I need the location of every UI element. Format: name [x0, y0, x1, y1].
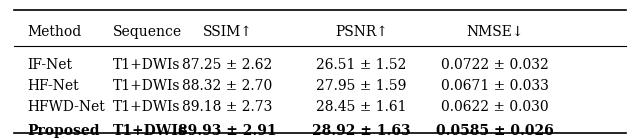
Text: Proposed: Proposed	[27, 124, 99, 138]
Text: T1+DWIs: T1+DWIs	[113, 100, 180, 114]
Text: 0.0622 ± 0.030: 0.0622 ± 0.030	[442, 100, 549, 114]
Text: 88.32 ± 2.70: 88.32 ± 2.70	[182, 79, 273, 93]
Text: 26.51 ± 1.52: 26.51 ± 1.52	[316, 58, 406, 72]
Text: T1+DWIs: T1+DWIs	[113, 124, 187, 138]
Text: SSIM↑: SSIM↑	[203, 25, 253, 39]
Text: T1+DWIs: T1+DWIs	[113, 79, 180, 93]
Text: NMSE↓: NMSE↓	[467, 25, 524, 39]
Text: 0.0722 ± 0.032: 0.0722 ± 0.032	[442, 58, 549, 72]
Text: 87.25 ± 2.62: 87.25 ± 2.62	[182, 58, 273, 72]
Text: 0.0671 ± 0.033: 0.0671 ± 0.033	[442, 79, 549, 93]
Text: 89.18 ± 2.73: 89.18 ± 2.73	[182, 100, 273, 114]
Text: 27.95 ± 1.59: 27.95 ± 1.59	[316, 79, 406, 93]
Text: Sequence: Sequence	[113, 25, 182, 39]
Text: T1+DWIs: T1+DWIs	[113, 58, 180, 72]
Text: Method: Method	[27, 25, 81, 39]
Text: 0.0585 ± 0.026: 0.0585 ± 0.026	[436, 124, 554, 138]
Text: HF-Net: HF-Net	[27, 79, 79, 93]
Text: IF-Net: IF-Net	[27, 58, 72, 72]
Text: PSNR↑: PSNR↑	[335, 25, 388, 39]
Text: 28.45 ± 1.61: 28.45 ± 1.61	[316, 100, 406, 114]
Text: 28.92 ± 1.63: 28.92 ± 1.63	[312, 124, 411, 138]
Text: HFWD-Net: HFWD-Net	[27, 100, 104, 114]
Text: 89.93 ± 2.91: 89.93 ± 2.91	[179, 124, 277, 138]
